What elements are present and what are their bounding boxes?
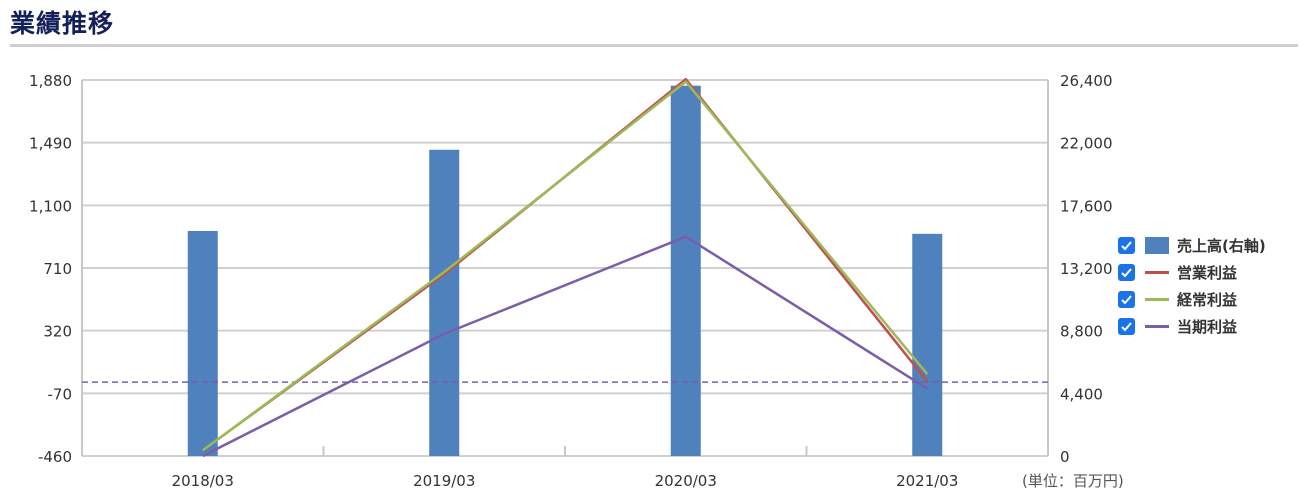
legend-item-operating-profit[interactable]: 営業利益 <box>1118 259 1266 286</box>
sales-bar <box>429 149 460 456</box>
legend-swatch <box>1145 237 1169 254</box>
right-tick-label: 17,600 <box>1060 197 1113 215</box>
left-tick-label: 1,880 <box>29 72 72 90</box>
x-category-label: 2019/03 <box>413 472 475 490</box>
legend-label: 営業利益 <box>1177 264 1238 282</box>
checkbox-icon[interactable] <box>1118 291 1135 308</box>
legend-label: 当期利益 <box>1177 318 1238 336</box>
sales-bar <box>912 233 943 456</box>
right-tick-label: 13,200 <box>1060 260 1113 278</box>
right-tick-label: 8,800 <box>1060 323 1103 341</box>
sales-bar <box>187 230 218 456</box>
net-income-line <box>202 235 928 458</box>
left-tick-label: 710 <box>43 260 72 278</box>
x-category-label: 2020/03 <box>655 472 717 490</box>
page-title: 業績推移 <box>10 9 115 38</box>
right-tick-label: 4,400 <box>1060 385 1103 403</box>
title-divider <box>10 44 1298 47</box>
left-tick-label: -460 <box>38 448 72 466</box>
operating-profit-line <box>202 77 929 452</box>
left-tick-label: 1,490 <box>29 135 72 153</box>
legend-item-ordinary-profit[interactable]: 経常利益 <box>1118 286 1266 313</box>
right-tick-label: 26,400 <box>1060 72 1113 90</box>
left-tick-label: 320 <box>43 323 72 341</box>
legend-swatch <box>1145 271 1169 274</box>
ordinary-profit-line <box>202 80 929 452</box>
checkbox-icon[interactable] <box>1118 264 1135 281</box>
left-tick-label: -70 <box>48 385 73 403</box>
unit-note: (単位：百万円) <box>1022 472 1124 490</box>
sales-bar <box>670 85 701 457</box>
checkbox-icon[interactable] <box>1118 318 1135 335</box>
legend-swatch <box>1145 325 1169 328</box>
legend-label: 売上高(右軸) <box>1177 237 1266 255</box>
right-tick-label: 0 <box>1060 448 1070 466</box>
legend-item-sales[interactable]: 売上高(右軸) <box>1118 232 1266 259</box>
x-category-label: 2021/03 <box>896 472 958 490</box>
chart-legend: 売上高(右軸) 営業利益 経常利益 当期利益 <box>1118 232 1266 340</box>
checkbox-icon[interactable] <box>1118 237 1135 254</box>
right-tick-label: 22,000 <box>1060 135 1113 153</box>
left-tick-label: 1,100 <box>29 197 72 215</box>
legend-item-net-income[interactable]: 当期利益 <box>1118 313 1266 340</box>
x-category-label: 2018/03 <box>172 472 234 490</box>
legend-swatch <box>1145 298 1169 301</box>
legend-label: 経常利益 <box>1177 291 1238 309</box>
